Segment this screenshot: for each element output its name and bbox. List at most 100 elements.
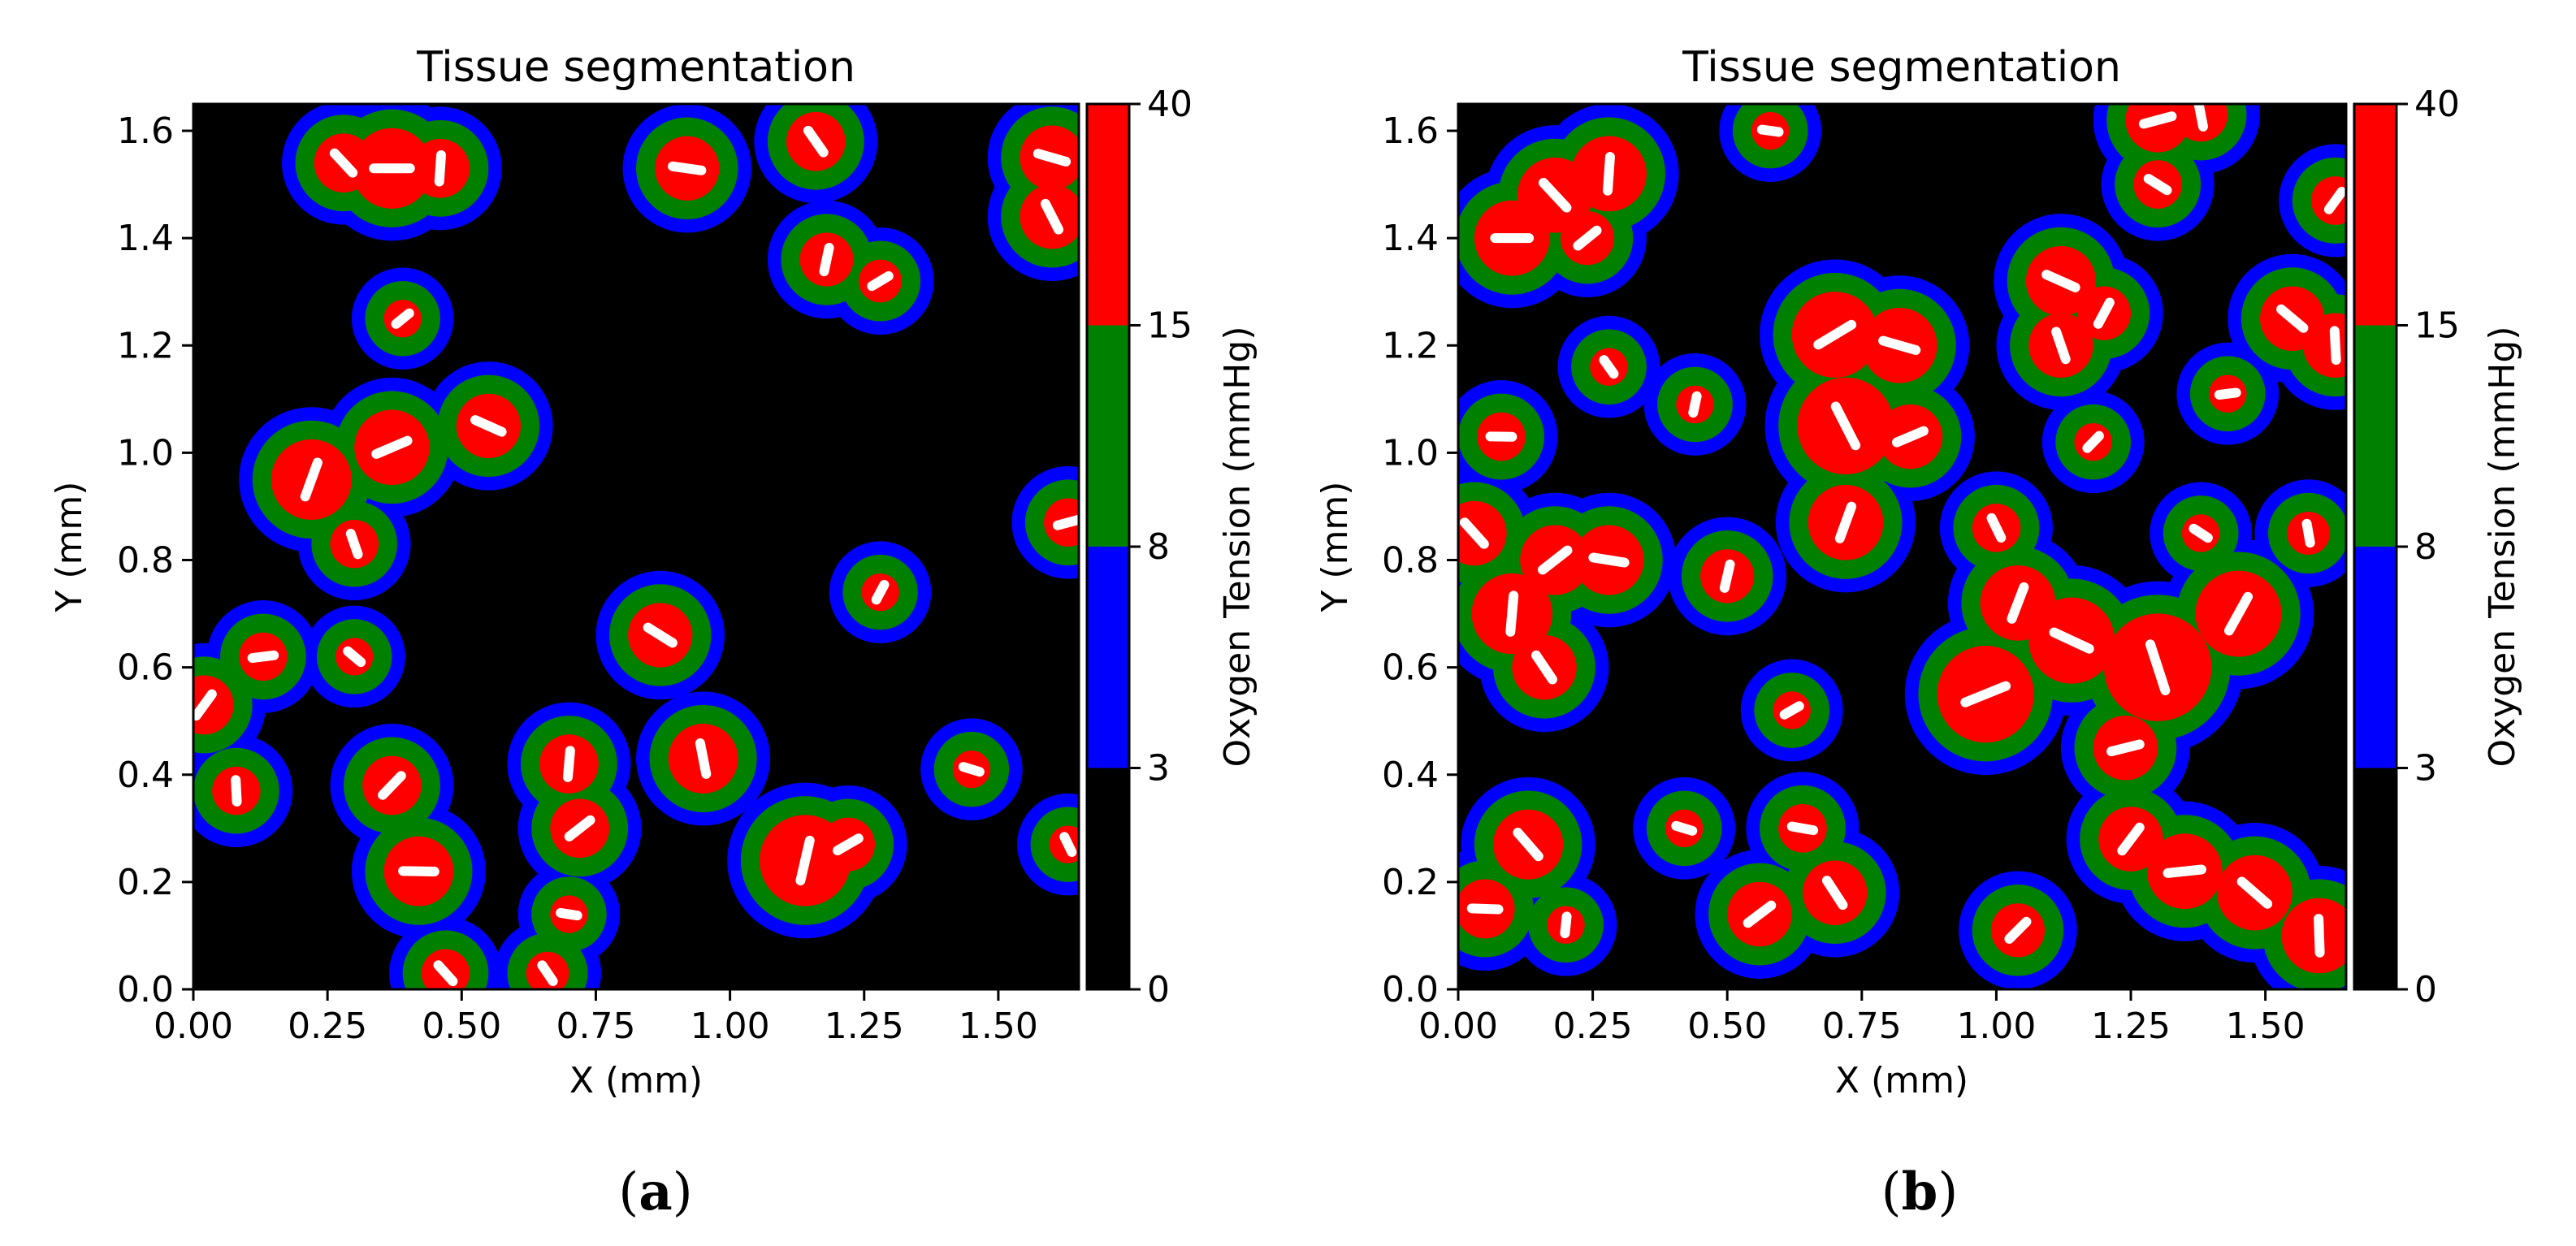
vessel [2168,869,2202,872]
y-tick-label: 1.0 [117,432,174,474]
colorbar: 0 3 8 15 40 [1087,84,1193,1010]
x-tick-label: 0.25 [1553,1006,1633,1047]
vessel [568,751,570,777]
y-tick-label: 0.2 [1382,862,1439,903]
panel-label: b [1902,1162,1938,1222]
y-tick-label: 0.4 [1382,755,1439,796]
vessel [2307,524,2310,543]
x-tick-label: 1.00 [691,1006,770,1047]
colorbar-segment [1087,768,1129,990]
vessel [1064,837,1072,852]
x-tick-label: 1.25 [825,1006,904,1047]
colorbar-segment [2354,326,2396,547]
colorbar-segment [2354,104,2396,326]
y-tick-label: 1.0 [1382,432,1439,474]
x-axis: 0.00 0.25 0.50 0.75 1.00 1.25 1.50 [154,989,1038,1047]
y-tick-label: 0.2 [117,862,174,903]
x-tick-label: 1.50 [959,1006,1038,1047]
y-tick-label: 0.4 [117,755,174,796]
colorbar-tick-label: 0 [1147,969,1170,1010]
colorbar-tick-label: 0 [2414,969,2437,1010]
x-tick-label: 1.25 [2091,1006,2171,1047]
vessel [1593,557,1624,562]
vessel [351,534,358,554]
y-tick-label: 1.2 [1382,325,1439,366]
y-tick-label: 0.8 [1382,540,1439,582]
x-tick-label: 0.75 [556,1006,635,1047]
vessel [1676,826,1692,831]
vessel [963,767,980,772]
vessel [824,248,829,271]
colorbar-segment [1087,547,1129,768]
colorbar-tick-label: 8 [1147,526,1170,568]
panel-caption-b: (b) [1838,1162,2001,1222]
y-tick-label: 0.0 [1382,969,1439,1010]
x-axis-label: X (mm) [569,1060,703,1101]
y-tick-label: 0.6 [1382,647,1439,689]
colorbar-segment [1087,326,1129,547]
y-tick-label: 1.4 [1382,218,1439,259]
colorbar-segment [1087,104,1129,326]
vessel [1725,565,1730,588]
vessel [439,155,441,182]
vessel [1472,908,1499,909]
x-axis: 0.00 0.25 0.50 0.75 1.00 1.25 1.50 [1418,989,2305,1047]
vessel [2198,103,2203,127]
vessel [403,871,435,872]
vessel [2219,392,2236,395]
y-axis: 0.0 0.2 0.4 0.6 0.8 1.0 1.2 1.4 1.6 [117,110,193,1010]
x-tick-label: 0.50 [422,1006,501,1047]
vessel [1565,916,1566,933]
x-tick-label: 0.75 [1822,1006,1902,1047]
x-tick-label: 0.25 [288,1006,367,1047]
colorbar-label: Oxygen Tension (mmHg) [1217,327,1258,768]
x-axis-label: X (mm) [1835,1060,1968,1101]
x-tick-label: 0.00 [154,1006,233,1047]
vessel [1792,826,1813,830]
y-axis-label: Y (mm) [49,482,90,613]
y-tick-label: 0.0 [117,969,174,1010]
y-tick-label: 0.8 [117,540,174,582]
vessel [1762,130,1779,132]
vessel [253,655,275,658]
colorbar: 0 3 8 15 40 [2354,84,2460,1010]
vessel [2318,919,2319,953]
x-tick-label: 0.00 [1418,1006,1498,1047]
vessel [2111,744,2140,751]
x-tick-label: 1.50 [2226,1006,2305,1047]
x-tick-label: 1.00 [1956,1006,2036,1047]
colorbar-tick-label: 15 [2414,305,2460,347]
x-tick-label: 0.50 [1687,1006,1767,1047]
y-axis: 0.0 0.2 0.4 0.6 0.8 1.0 1.2 1.4 1.6 [1382,110,1458,1010]
colorbar-tick-label: 40 [1147,84,1193,125]
y-tick-label: 1.2 [117,325,174,366]
y-tick-label: 1.6 [117,110,174,152]
colorbar-segment [2354,768,2396,990]
y-tick-label: 1.4 [117,218,174,259]
chart-title: Tissue segmentation [416,43,855,92]
colorbar-tick-label: 40 [2414,84,2460,125]
y-axis-label: Y (mm) [1314,482,1356,613]
chart-title: Tissue segmentation [1682,43,2121,92]
colorbar-label: Oxygen Tension (mmHg) [2482,327,2523,768]
colorbar-tick-label: 3 [2414,748,2437,790]
colorbar-tick-label: 8 [2414,526,2437,568]
colorbar-segment [2354,547,2396,768]
vessel [1608,157,1610,191]
panel-caption-a: (a) [574,1162,737,1222]
vessel [1693,396,1696,413]
y-tick-label: 0.6 [117,647,174,689]
panel-label: a [639,1162,672,1222]
y-tick-label: 1.6 [1382,110,1439,152]
vessel [1058,520,1079,526]
vessel [561,913,578,915]
colorbar-tick-label: 15 [1147,305,1193,347]
vessel [2335,331,2336,360]
vessel [673,167,701,171]
vessel [1510,595,1513,632]
colorbar-tick-label: 3 [1147,748,1170,790]
